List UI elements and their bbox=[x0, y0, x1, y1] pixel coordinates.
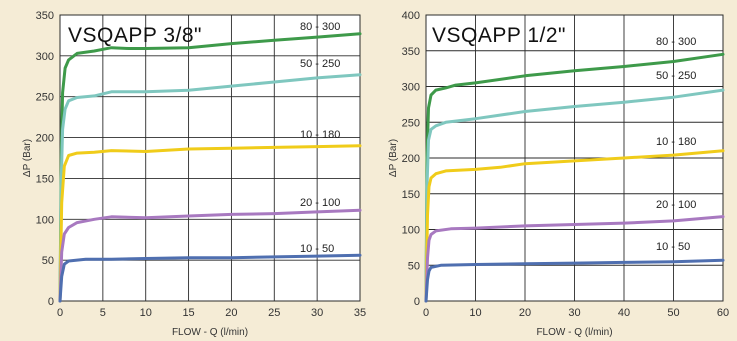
series-line-20-100 bbox=[58, 208, 362, 303]
y-tick-label: 150 bbox=[402, 189, 420, 201]
series-line-50-250 bbox=[58, 73, 362, 303]
x-tick-label: 20 bbox=[519, 307, 531, 319]
x-tick-label: 15 bbox=[182, 307, 194, 319]
chart-title: VSQAPP 1/2" bbox=[432, 24, 566, 47]
series-line-10-50 bbox=[58, 253, 362, 303]
x-tick-label: 30 bbox=[568, 307, 580, 319]
series-label: 80 - 300 bbox=[300, 21, 340, 33]
x-tick-label: 0 bbox=[423, 307, 429, 319]
chart-vsqapp-3-8: 0 50 100 150 200 250 300 350 0 5 10 15 20 25 30 35 FLOW … bbox=[22, 10, 366, 338]
x-tick-label: 5 bbox=[100, 307, 106, 319]
series-line-20-100 bbox=[424, 215, 725, 303]
chart-svg-vsqapp-3-8: 0 50 100 150 200 250 300 350 0 5 10 15 20 25 30 35 FLOW … bbox=[22, 10, 366, 338]
y-tick-label: 200 bbox=[36, 133, 54, 145]
y-tick-label: 400 bbox=[402, 10, 420, 22]
y-tick-label: 0 bbox=[414, 296, 420, 308]
series-label: 20 - 100 bbox=[300, 197, 340, 209]
series-line-10-180 bbox=[424, 149, 725, 303]
x-tick-label: 10 bbox=[469, 307, 481, 319]
plot-area bbox=[60, 15, 360, 301]
y-tick-label: 300 bbox=[402, 82, 420, 94]
x-tick-label: 40 bbox=[618, 307, 630, 319]
x-tick-label: 35 bbox=[354, 307, 366, 319]
y-tick-label: 350 bbox=[36, 10, 54, 22]
x-axis-title: FLOW - Q (l/min) bbox=[172, 327, 248, 338]
y-tick-label: 250 bbox=[402, 117, 420, 129]
series-label: 10 - 180 bbox=[656, 136, 696, 148]
y-tick-label: 100 bbox=[402, 225, 420, 237]
y-axis-title: ΔP (Bar) bbox=[22, 139, 33, 177]
chart-title: VSQAPP 3/8" bbox=[68, 24, 202, 47]
y-tick-label: 50 bbox=[42, 255, 54, 267]
y-tick-label: 200 bbox=[402, 153, 420, 165]
series-label: 20 - 100 bbox=[656, 199, 696, 211]
x-tick-label: 30 bbox=[311, 307, 323, 319]
x-tick-label: 50 bbox=[667, 307, 679, 319]
y-tick-label: 350 bbox=[402, 46, 420, 58]
series-label: 50 - 250 bbox=[656, 70, 696, 82]
series-line-10-50 bbox=[424, 258, 725, 303]
series-line-10-180 bbox=[58, 144, 362, 303]
series-line-80-300 bbox=[58, 32, 362, 303]
series-label: 80 - 300 bbox=[656, 36, 696, 48]
x-tick-label: 0 bbox=[57, 307, 63, 319]
series-line-50-250 bbox=[424, 88, 725, 303]
series-label: 10 - 50 bbox=[300, 243, 334, 255]
y-tick-label: 50 bbox=[408, 260, 420, 272]
x-tick-label: 60 bbox=[717, 307, 729, 319]
chart-vsqapp-1-2: 0 50 100 150 200 250 300 350 400 0 10 20 30 40 50 60 FLO… bbox=[370, 0, 737, 341]
y-tick-label: 0 bbox=[48, 296, 54, 308]
x-tick-label: 20 bbox=[225, 307, 237, 319]
y-tick-label: 100 bbox=[36, 214, 54, 226]
series-line-80-300 bbox=[424, 52, 725, 303]
y-tick-label: 150 bbox=[36, 173, 54, 185]
x-tick-label: 10 bbox=[140, 307, 152, 319]
y-tick-label: 300 bbox=[36, 51, 54, 63]
x-axis-title: FLOW - Q (l/min) bbox=[536, 327, 612, 338]
series-label: 10 - 50 bbox=[656, 241, 690, 253]
y-tick-label: 250 bbox=[36, 92, 54, 104]
chart-svg-vsqapp-1-2: 0 50 100 150 200 250 300 350 400 0 10 20 30 40 50 60 FLO… bbox=[388, 10, 729, 338]
y-axis-title: ΔP (Bar) bbox=[388, 139, 399, 177]
series-label: 50 - 250 bbox=[300, 58, 340, 70]
x-tick-label: 25 bbox=[268, 307, 280, 319]
series-label: 10 - 180 bbox=[300, 129, 340, 141]
